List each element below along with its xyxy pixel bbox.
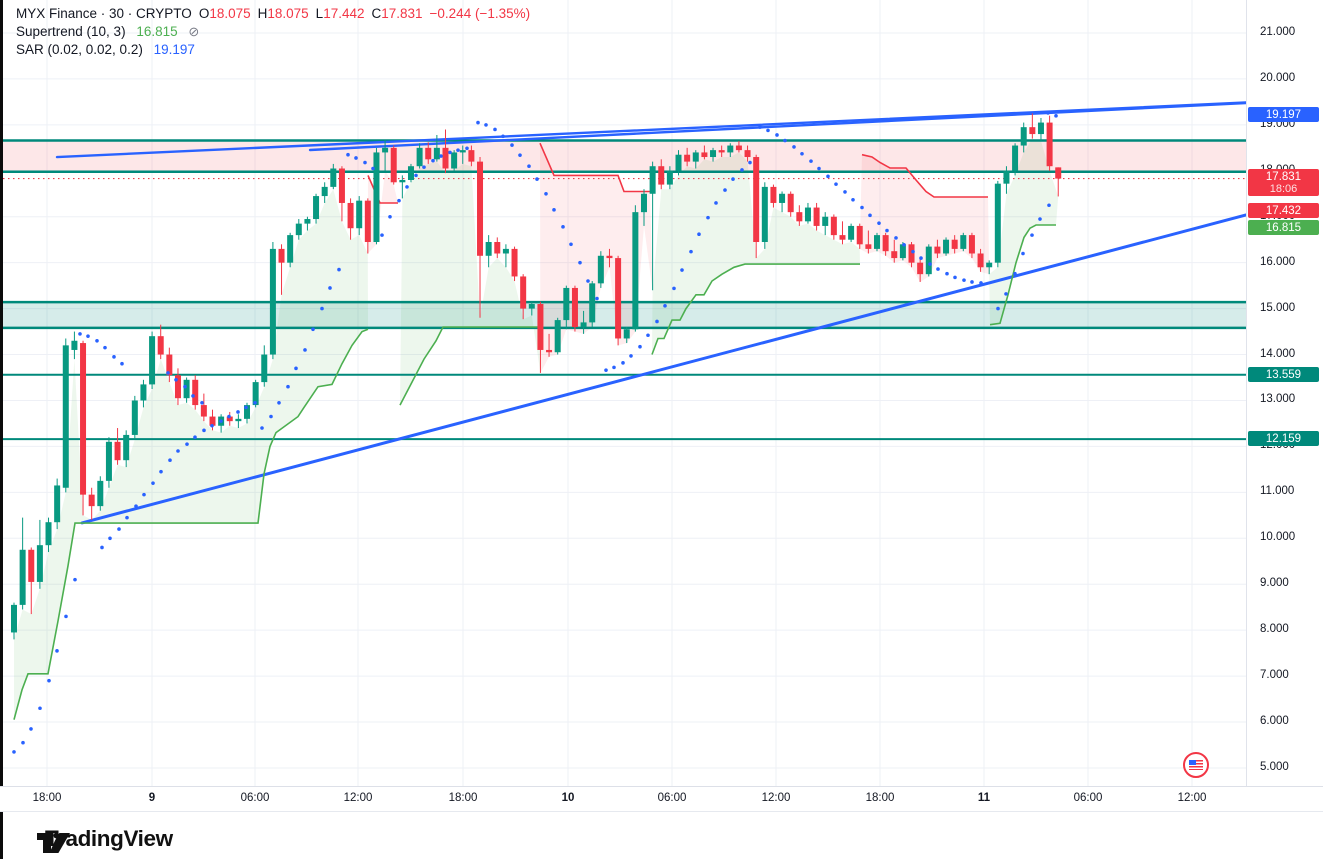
price-badge: 19.197 bbox=[1248, 107, 1319, 122]
price-badge: 17.831 18:06 bbox=[1248, 169, 1319, 196]
price-badge: 12.159 bbox=[1248, 431, 1319, 446]
ohlc-value: 18.075 bbox=[267, 6, 309, 21]
tradingview-logo-glyph bbox=[37, 832, 70, 853]
us-flag-icon bbox=[1189, 760, 1203, 770]
price-axis-label: 5.000 bbox=[1260, 760, 1289, 773]
price-axis-label: 6.000 bbox=[1260, 715, 1289, 728]
window-edge-strip bbox=[0, 0, 3, 859]
chart-canvas[interactable] bbox=[0, 0, 1246, 786]
economic-event-flag-icon[interactable] bbox=[1183, 752, 1209, 778]
price-axis-label: 10.000 bbox=[1260, 531, 1296, 544]
time-axis-label: 11 bbox=[977, 792, 991, 804]
price-axis-label: 9.000 bbox=[1260, 577, 1289, 590]
legend-supertrend-row[interactable]: Supertrend (10, 3) 16.815 ⊘ bbox=[16, 23, 530, 41]
supertrend-fill-layer bbox=[14, 138, 1059, 720]
supertrend-label: Supertrend (10, 3) bbox=[16, 24, 126, 39]
price-badge: 16.815 bbox=[1248, 220, 1319, 235]
price-axis-label: 13.000 bbox=[1260, 393, 1296, 406]
price-axis[interactable]: 21.00020.00019.00018.00017.00016.00015.0… bbox=[1246, 0, 1323, 786]
time-axis-label: 18:00 bbox=[448, 792, 478, 804]
symbol-title: MYX Finance · 30 · CRYPTO bbox=[16, 6, 192, 21]
time-axis-label: 18:00 bbox=[865, 792, 895, 804]
time-axis-label: 12:00 bbox=[343, 792, 373, 804]
tradingview-logo[interactable]: TradingView bbox=[36, 826, 173, 853]
ohlc-values: O18.075 H18.075 L17.442 C17.831 bbox=[192, 6, 423, 21]
bar-countdown: 18:06 bbox=[1269, 182, 1298, 195]
ohlc-value: 17.831 bbox=[381, 6, 423, 21]
price-axis-label: 8.000 bbox=[1260, 623, 1289, 636]
price-axis-label: 20.000 bbox=[1260, 71, 1296, 84]
price-axis-label: 16.000 bbox=[1260, 255, 1296, 268]
time-axis[interactable]: 18:00 9 06:00 12:00 18:00 10 06:00 12:00 18:00 11… bbox=[0, 786, 1323, 812]
legend-sar-row[interactable]: SAR (0.02, 0.02, 0.2) 19.197 bbox=[16, 41, 530, 59]
time-axis-label: 10 bbox=[561, 792, 575, 804]
price-zones-layer bbox=[3, 140, 1246, 328]
supertrend-line-layer bbox=[13, 142, 1056, 720]
price-axis-label: 21.000 bbox=[1260, 26, 1296, 38]
price-change: −0.244 (−1.35%) bbox=[429, 6, 531, 21]
sar-dots-layer bbox=[12, 111, 1058, 754]
time-axis-label: 06:00 bbox=[240, 792, 270, 804]
time-axis-label: 06:00 bbox=[657, 792, 687, 804]
time-axis-label: 18:00 bbox=[32, 792, 62, 804]
time-axis-label: 12:00 bbox=[1177, 792, 1207, 804]
sar-label: SAR (0.02, 0.02, 0.2) bbox=[16, 42, 143, 57]
sar-value: 19.197 bbox=[153, 42, 195, 57]
time-axis-label: 12:00 bbox=[761, 792, 791, 804]
price-axis-label: 15.000 bbox=[1260, 301, 1296, 314]
legend: MYX Finance · 30 · CRYPTO O18.075 H18.075 L… bbox=[16, 5, 530, 59]
price-badge: 13.559 bbox=[1248, 367, 1319, 382]
price-axis-label: 14.000 bbox=[1260, 347, 1296, 360]
supertrend-value: 16.815 bbox=[136, 24, 178, 39]
legend-symbol-row[interactable]: MYX Finance · 30 · CRYPTO O18.075 H18.075 L… bbox=[16, 5, 530, 23]
price-axis-label: 11.000 bbox=[1260, 485, 1295, 498]
ohlc-key: L bbox=[315, 6, 324, 21]
ohlc-value: 17.442 bbox=[323, 6, 365, 21]
levels-layer bbox=[3, 139, 1246, 441]
price-badge: 17.432 bbox=[1248, 203, 1319, 218]
candles-layer bbox=[11, 113, 1062, 640]
ohlc-key: H bbox=[257, 6, 268, 21]
time-axis-label: 06:00 bbox=[1073, 792, 1103, 804]
ohlc-key: O bbox=[198, 6, 210, 21]
time-axis-label: 9 bbox=[148, 792, 156, 804]
visibility-toggle-icon[interactable]: ⊘ bbox=[188, 24, 200, 39]
price-axis-label: 7.000 bbox=[1260, 669, 1289, 682]
ohlc-value: 18.075 bbox=[209, 6, 251, 21]
ohlc-key: C bbox=[371, 6, 382, 21]
